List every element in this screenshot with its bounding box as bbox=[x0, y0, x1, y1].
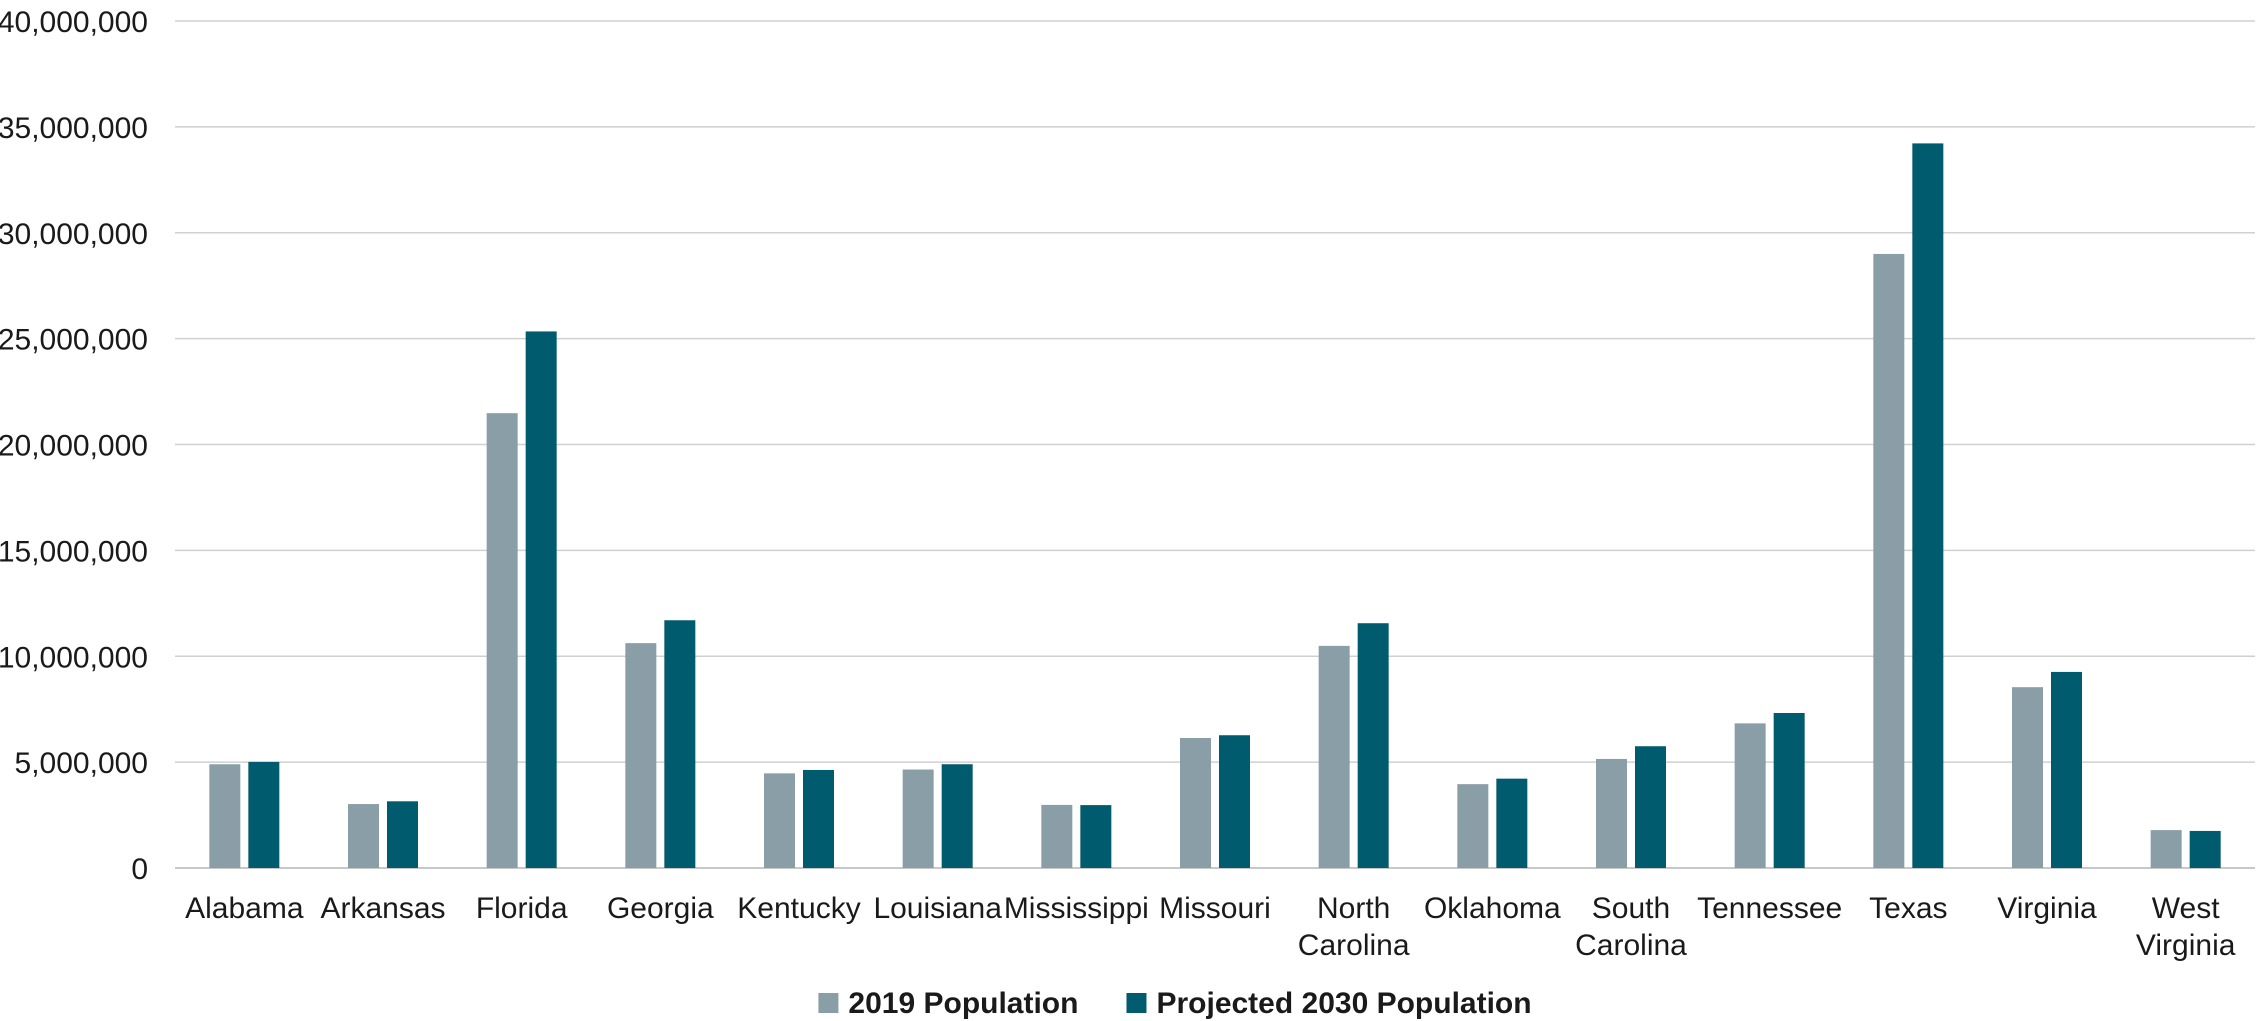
y-tick-label: 5,000,000 bbox=[15, 747, 148, 780]
y-tick-label: 40,000,000 bbox=[0, 6, 148, 39]
bar-2030 bbox=[2051, 671, 2082, 868]
bar-2030 bbox=[387, 801, 418, 868]
legend-label: 2019 Population bbox=[848, 987, 1078, 1020]
bar-2019 bbox=[902, 769, 934, 868]
legend: 2019 Population Projected 2030 Population bbox=[818, 987, 1532, 1020]
bar-2030 bbox=[941, 764, 973, 868]
bar-2019 bbox=[2012, 687, 2043, 868]
bar-2019 bbox=[764, 773, 795, 868]
bar-2019 bbox=[625, 643, 657, 868]
bar-2030 bbox=[248, 761, 280, 868]
bar-2030 bbox=[1912, 143, 1944, 869]
x-category-label: Florida bbox=[476, 892, 568, 925]
x-category-label: Kentucky bbox=[737, 892, 860, 925]
legend-swatch bbox=[1126, 993, 1147, 1013]
x-category-label: Missouri bbox=[1159, 892, 1271, 925]
bar-2019 bbox=[1457, 784, 1489, 868]
y-tick-label: 30,000,000 bbox=[0, 218, 148, 251]
y-tick-label: 0 bbox=[131, 853, 148, 886]
x-category-label: West Virginia bbox=[2136, 892, 2236, 962]
bar-2019 bbox=[1734, 723, 1766, 868]
y-tick-label: 20,000,000 bbox=[0, 430, 148, 463]
bar-2030 bbox=[803, 769, 834, 868]
legend-label: Projected 2030 Population bbox=[1156, 987, 1531, 1020]
bar-2030 bbox=[1357, 623, 1389, 868]
bar-2019 bbox=[486, 413, 518, 868]
x-category-label: South Carolina bbox=[1575, 892, 1687, 962]
gridlines bbox=[175, 20, 2255, 869]
y-tick-label: 35,000,000 bbox=[0, 112, 148, 145]
x-category-label: Arkansas bbox=[320, 892, 445, 925]
bar-2030 bbox=[1080, 805, 1112, 868]
bar-2019 bbox=[2150, 830, 2182, 868]
bar-2030 bbox=[1773, 712, 1805, 868]
x-category-label: Louisiana bbox=[873, 892, 1002, 925]
bar-2030 bbox=[1219, 735, 1250, 868]
bar-2030 bbox=[2189, 830, 2221, 868]
x-category-label: Virginia bbox=[1997, 892, 2097, 925]
bar-2019 bbox=[209, 764, 241, 868]
bar-2019 bbox=[1596, 758, 1627, 868]
y-tick-label: 10,000,000 bbox=[0, 641, 148, 674]
bar-2019 bbox=[1180, 737, 1211, 868]
y-tick-label: 15,000,000 bbox=[0, 535, 148, 568]
x-category-label: Texas bbox=[1869, 892, 1947, 925]
y-tick-label: 25,000,000 bbox=[0, 324, 148, 357]
bar-2019 bbox=[1873, 253, 1905, 869]
bar-2030 bbox=[1635, 746, 1666, 868]
x-axis-category-labels: Alabama Arkansas Florida Georgia Kentucky Lou… bbox=[185, 892, 2236, 962]
bar-2019 bbox=[1318, 645, 1350, 868]
x-category-label: Mississippi bbox=[1004, 892, 1149, 925]
x-category-label: North Carolina bbox=[1298, 892, 1410, 962]
bar-2030 bbox=[664, 620, 696, 868]
x-category-label: Alabama bbox=[185, 892, 304, 925]
x-category-label: Oklahoma bbox=[1424, 892, 1561, 925]
legend-swatch bbox=[818, 993, 839, 1013]
x-category-label: Tennessee bbox=[1697, 892, 1842, 925]
bar-2030 bbox=[525, 331, 557, 868]
x-category-label: Georgia bbox=[607, 892, 714, 925]
y-axis-tick-labels: 0 5,000,000 10,000,000 15,000,000 20,000,000… bbox=[0, 6, 148, 886]
bar-2019 bbox=[348, 804, 379, 868]
bar-2019 bbox=[1041, 804, 1073, 868]
bar-2030 bbox=[1496, 778, 1528, 868]
bars bbox=[209, 143, 2221, 869]
